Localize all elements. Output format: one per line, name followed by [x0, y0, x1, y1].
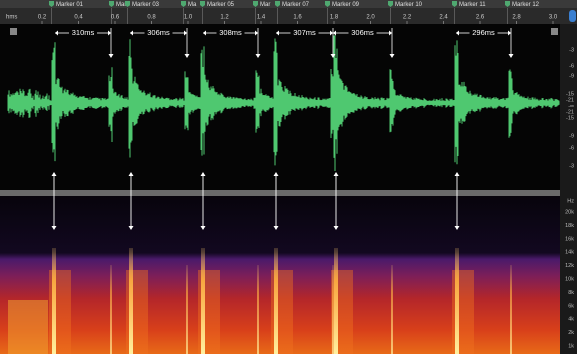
ruler-tick-label: 0.6 — [111, 15, 120, 21]
spectral-hit — [455, 248, 459, 354]
db-label: -3 — [569, 47, 574, 53]
ruler-tick-label: 1.4 — [257, 15, 266, 21]
spectral-hit — [186, 265, 188, 354]
hz-label: 20k — [565, 209, 574, 215]
marker-label: Marker 07 — [282, 2, 310, 8]
zoom-button[interactable] — [569, 10, 576, 22]
spectral-glow — [8, 300, 48, 354]
db-label: -3 — [569, 163, 574, 169]
ruler-tick-label: 0.2 — [38, 15, 47, 21]
ruler-tick-label: 2.0 — [366, 15, 375, 21]
audio-editor: Marker 01MarkMarker 03MaMarker 05MarMark… — [0, 0, 577, 354]
marker-label: Marker 01 — [56, 2, 84, 8]
ruler-tick-label: 1.8 — [330, 15, 339, 21]
hz-label: 12k — [565, 263, 574, 269]
db-label: -6 — [569, 145, 574, 151]
hud-button[interactable] — [10, 28, 17, 35]
db-label: -6 — [569, 63, 574, 69]
db-label: -9 — [569, 133, 574, 139]
ruler-tick-label: 2.6 — [476, 15, 485, 21]
spectral-hit — [334, 248, 338, 354]
ruler-tick-label: 3.0 — [549, 15, 558, 21]
spectral-hit — [391, 265, 393, 354]
ruler-tick-label: 2.2 — [403, 15, 412, 21]
marker-label: Mar — [260, 2, 270, 8]
marker-label: Marker 10 — [395, 2, 423, 8]
interval-label: 308ms — [219, 28, 242, 37]
hz-label: 14k — [565, 250, 574, 256]
ruler-tick-label: 1.2 — [220, 15, 229, 21]
spectral-hit — [332, 265, 334, 354]
hz-label: 1k — [568, 343, 574, 349]
hz-label: 6k — [568, 303, 574, 309]
ruler-tick-label: 1.0 — [184, 15, 193, 21]
panel-divider — [0, 190, 577, 196]
spectral-hit — [129, 248, 133, 354]
interval-label: 310ms — [72, 28, 95, 37]
marker-label: Marker 12 — [512, 2, 540, 8]
spectral-hit — [52, 248, 56, 354]
hz-unit: Hz — [567, 198, 574, 204]
interval-label: 296ms — [472, 28, 495, 37]
spectral-hit — [201, 248, 205, 354]
ruler-tick-label: 1.6 — [293, 15, 302, 21]
time-ruler — [0, 8, 577, 24]
marker-label: Marker 11 — [459, 2, 486, 8]
interval-label: 306ms — [147, 28, 170, 37]
marker-label: Marker 09 — [332, 2, 360, 8]
ruler-tick-label: 2.4 — [439, 15, 448, 21]
hud-button[interactable] — [551, 28, 558, 35]
hz-label: 2k — [568, 330, 574, 336]
hz-label: 8k — [568, 290, 574, 296]
marker-label: Marker 05 — [207, 2, 235, 8]
hz-label: 10k — [565, 276, 574, 282]
interval-label: 307ms — [293, 28, 316, 37]
db-label: -15 — [566, 115, 574, 121]
spectral-hit — [257, 265, 259, 354]
spectral-hit — [110, 265, 112, 354]
ruler-tick-label: 0.4 — [74, 15, 83, 21]
ruler-tick-label: 2.8 — [512, 15, 521, 21]
db-label: -9 — [569, 73, 574, 79]
marker-label: Marker 03 — [132, 2, 160, 8]
spectral-hit — [510, 265, 512, 354]
hz-label: 4k — [568, 317, 574, 323]
hz-label: 18k — [565, 223, 574, 229]
marker-label: Ma — [188, 2, 197, 8]
ruler-unit: hms — [6, 15, 17, 21]
interval-label: 306ms — [351, 28, 374, 37]
ruler-tick-label: 0.8 — [147, 15, 156, 21]
spectral-hit — [274, 248, 278, 354]
hz-label: 16k — [565, 236, 574, 242]
